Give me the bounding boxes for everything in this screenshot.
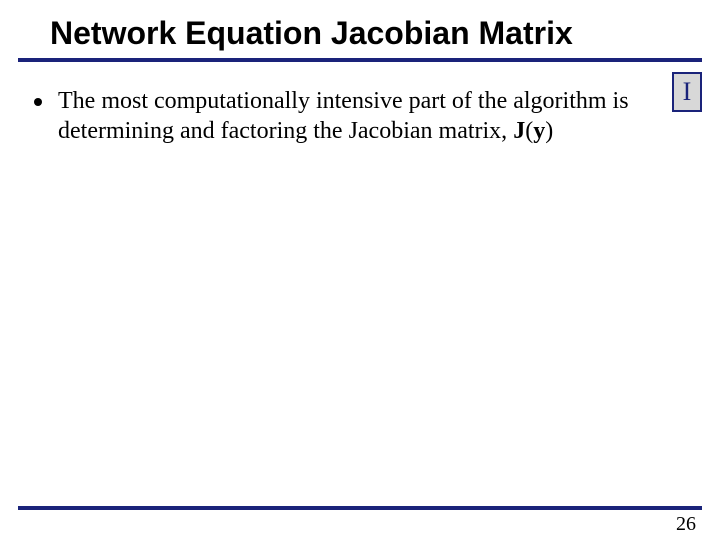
bullet-dot-icon bbox=[34, 98, 42, 106]
slide: Network Equation Jacobian Matrix I The m… bbox=[0, 0, 720, 540]
page-number: 26 bbox=[676, 513, 696, 536]
content-region: The most computationally intensive part … bbox=[30, 86, 650, 146]
logo-badge: I bbox=[672, 72, 702, 112]
title-region: Network Equation Jacobian Matrix bbox=[0, 0, 720, 52]
bullet-paren-open: ( bbox=[525, 118, 533, 144]
bullet-bold-J: J bbox=[513, 118, 525, 144]
header-rule bbox=[18, 58, 702, 62]
bullet-text: The most computationally intensive part … bbox=[58, 86, 650, 146]
footer-rule bbox=[18, 506, 702, 510]
bullet-bold-y: y bbox=[533, 118, 545, 144]
logo-letter-icon: I bbox=[683, 79, 692, 105]
bullet-paren-close: ) bbox=[545, 118, 553, 144]
bullet-item: The most computationally intensive part … bbox=[30, 86, 650, 146]
slide-title: Network Equation Jacobian Matrix bbox=[50, 14, 670, 52]
